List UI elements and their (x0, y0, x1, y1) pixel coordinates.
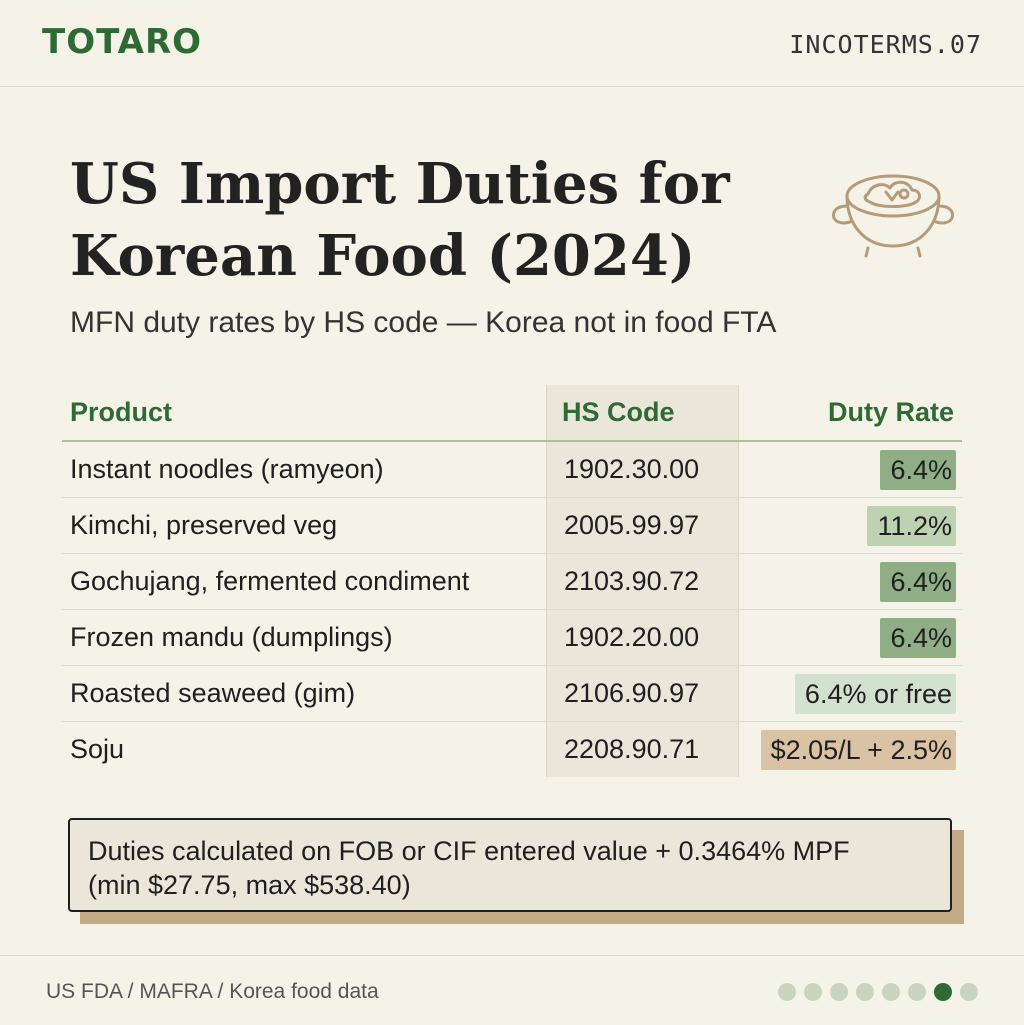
pagination-dot[interactable] (882, 983, 900, 1001)
table-row: Frozen mandu (dumplings) 1902.20.00 6.4% (62, 610, 962, 666)
hs-code-cell: 1902.30.00 (564, 454, 700, 484)
pagination-dot[interactable] (934, 983, 952, 1001)
brand-logo: TOTARO (42, 22, 203, 62)
column-header-product: Product (70, 397, 173, 427)
series-label: INCOTERMS.07 (789, 30, 982, 59)
source-credit: US FDA / MAFRA / Korea food data (46, 980, 379, 1003)
duty-rate-badge: 6.4% (880, 562, 956, 602)
note-line-1: Duties calculated on FOB or CIF entered … (88, 836, 850, 866)
product-cell: Roasted seaweed (gim) (70, 678, 356, 708)
hs-code-cell: 2208.90.71 (564, 734, 700, 764)
product-cell: Kimchi, preserved veg (70, 510, 338, 540)
table-header: Product HS Code Duty Rate (62, 385, 962, 442)
duty-rate-badge: $2.05/L + 2.5% (760, 730, 956, 770)
duty-rate-badge: 11.2% (867, 506, 956, 546)
table-row: Roasted seaweed (gim) 2106.90.97 6.4% or… (62, 666, 962, 722)
hs-column-highlight (546, 385, 739, 777)
duty-table: Product HS Code Duty Rate Instant noodle… (62, 385, 962, 777)
pagination-dot[interactable] (778, 983, 796, 1001)
table-row: Soju 2208.90.71 $2.05/L + 2.5% (62, 722, 962, 777)
table-row: Instant noodles (ramyeon) 1902.30.00 6.4… (62, 442, 962, 498)
pagination-dot[interactable] (804, 983, 822, 1001)
hs-code-cell: 1902.20.00 (564, 622, 700, 652)
pagination-dot[interactable] (856, 983, 874, 1001)
product-cell: Gochujang, fermented condiment (70, 566, 470, 596)
table-row: Kimchi, preserved veg 2005.99.97 11.2% (62, 498, 962, 554)
hs-code-cell: 2103.90.72 (564, 566, 700, 596)
subtitle: MFN duty rates by HS code — Korea not in… (70, 306, 777, 339)
footer: US FDA / MAFRA / Korea food data (0, 955, 1024, 1025)
product-cell: Instant noodles (ramyeon) (70, 454, 384, 484)
duty-rate-badge: 6.4% (880, 618, 956, 658)
pagination-dot[interactable] (830, 983, 848, 1001)
pagination-dot[interactable] (908, 983, 926, 1001)
mpf-note: Duties calculated on FOB or CIF entered … (68, 818, 952, 912)
note-line-2: (min $27.75, max $538.40) (88, 870, 411, 900)
table-row: Gochujang, fermented condiment 2103.90.7… (62, 554, 962, 610)
stone-pot-icon (832, 174, 954, 258)
pagination-dot[interactable] (960, 983, 978, 1001)
header: TOTARO INCOTERMS.07 (0, 0, 1024, 87)
page-title: US Import Duties for Korean Food (2024) (70, 151, 730, 289)
hs-code-cell: 2106.90.97 (564, 678, 700, 708)
hs-code-cell: 2005.99.97 (564, 510, 700, 540)
product-cell: Frozen mandu (dumplings) (70, 622, 393, 652)
product-cell: Soju (70, 734, 125, 764)
column-header-hs-code: HS Code (562, 397, 675, 427)
duty-rate-badge: 6.4% or free (794, 674, 956, 714)
pagination-dots (778, 983, 978, 1001)
duty-rate-badge: 6.4% (880, 450, 956, 490)
column-header-duty-rate: Duty Rate (827, 397, 954, 427)
